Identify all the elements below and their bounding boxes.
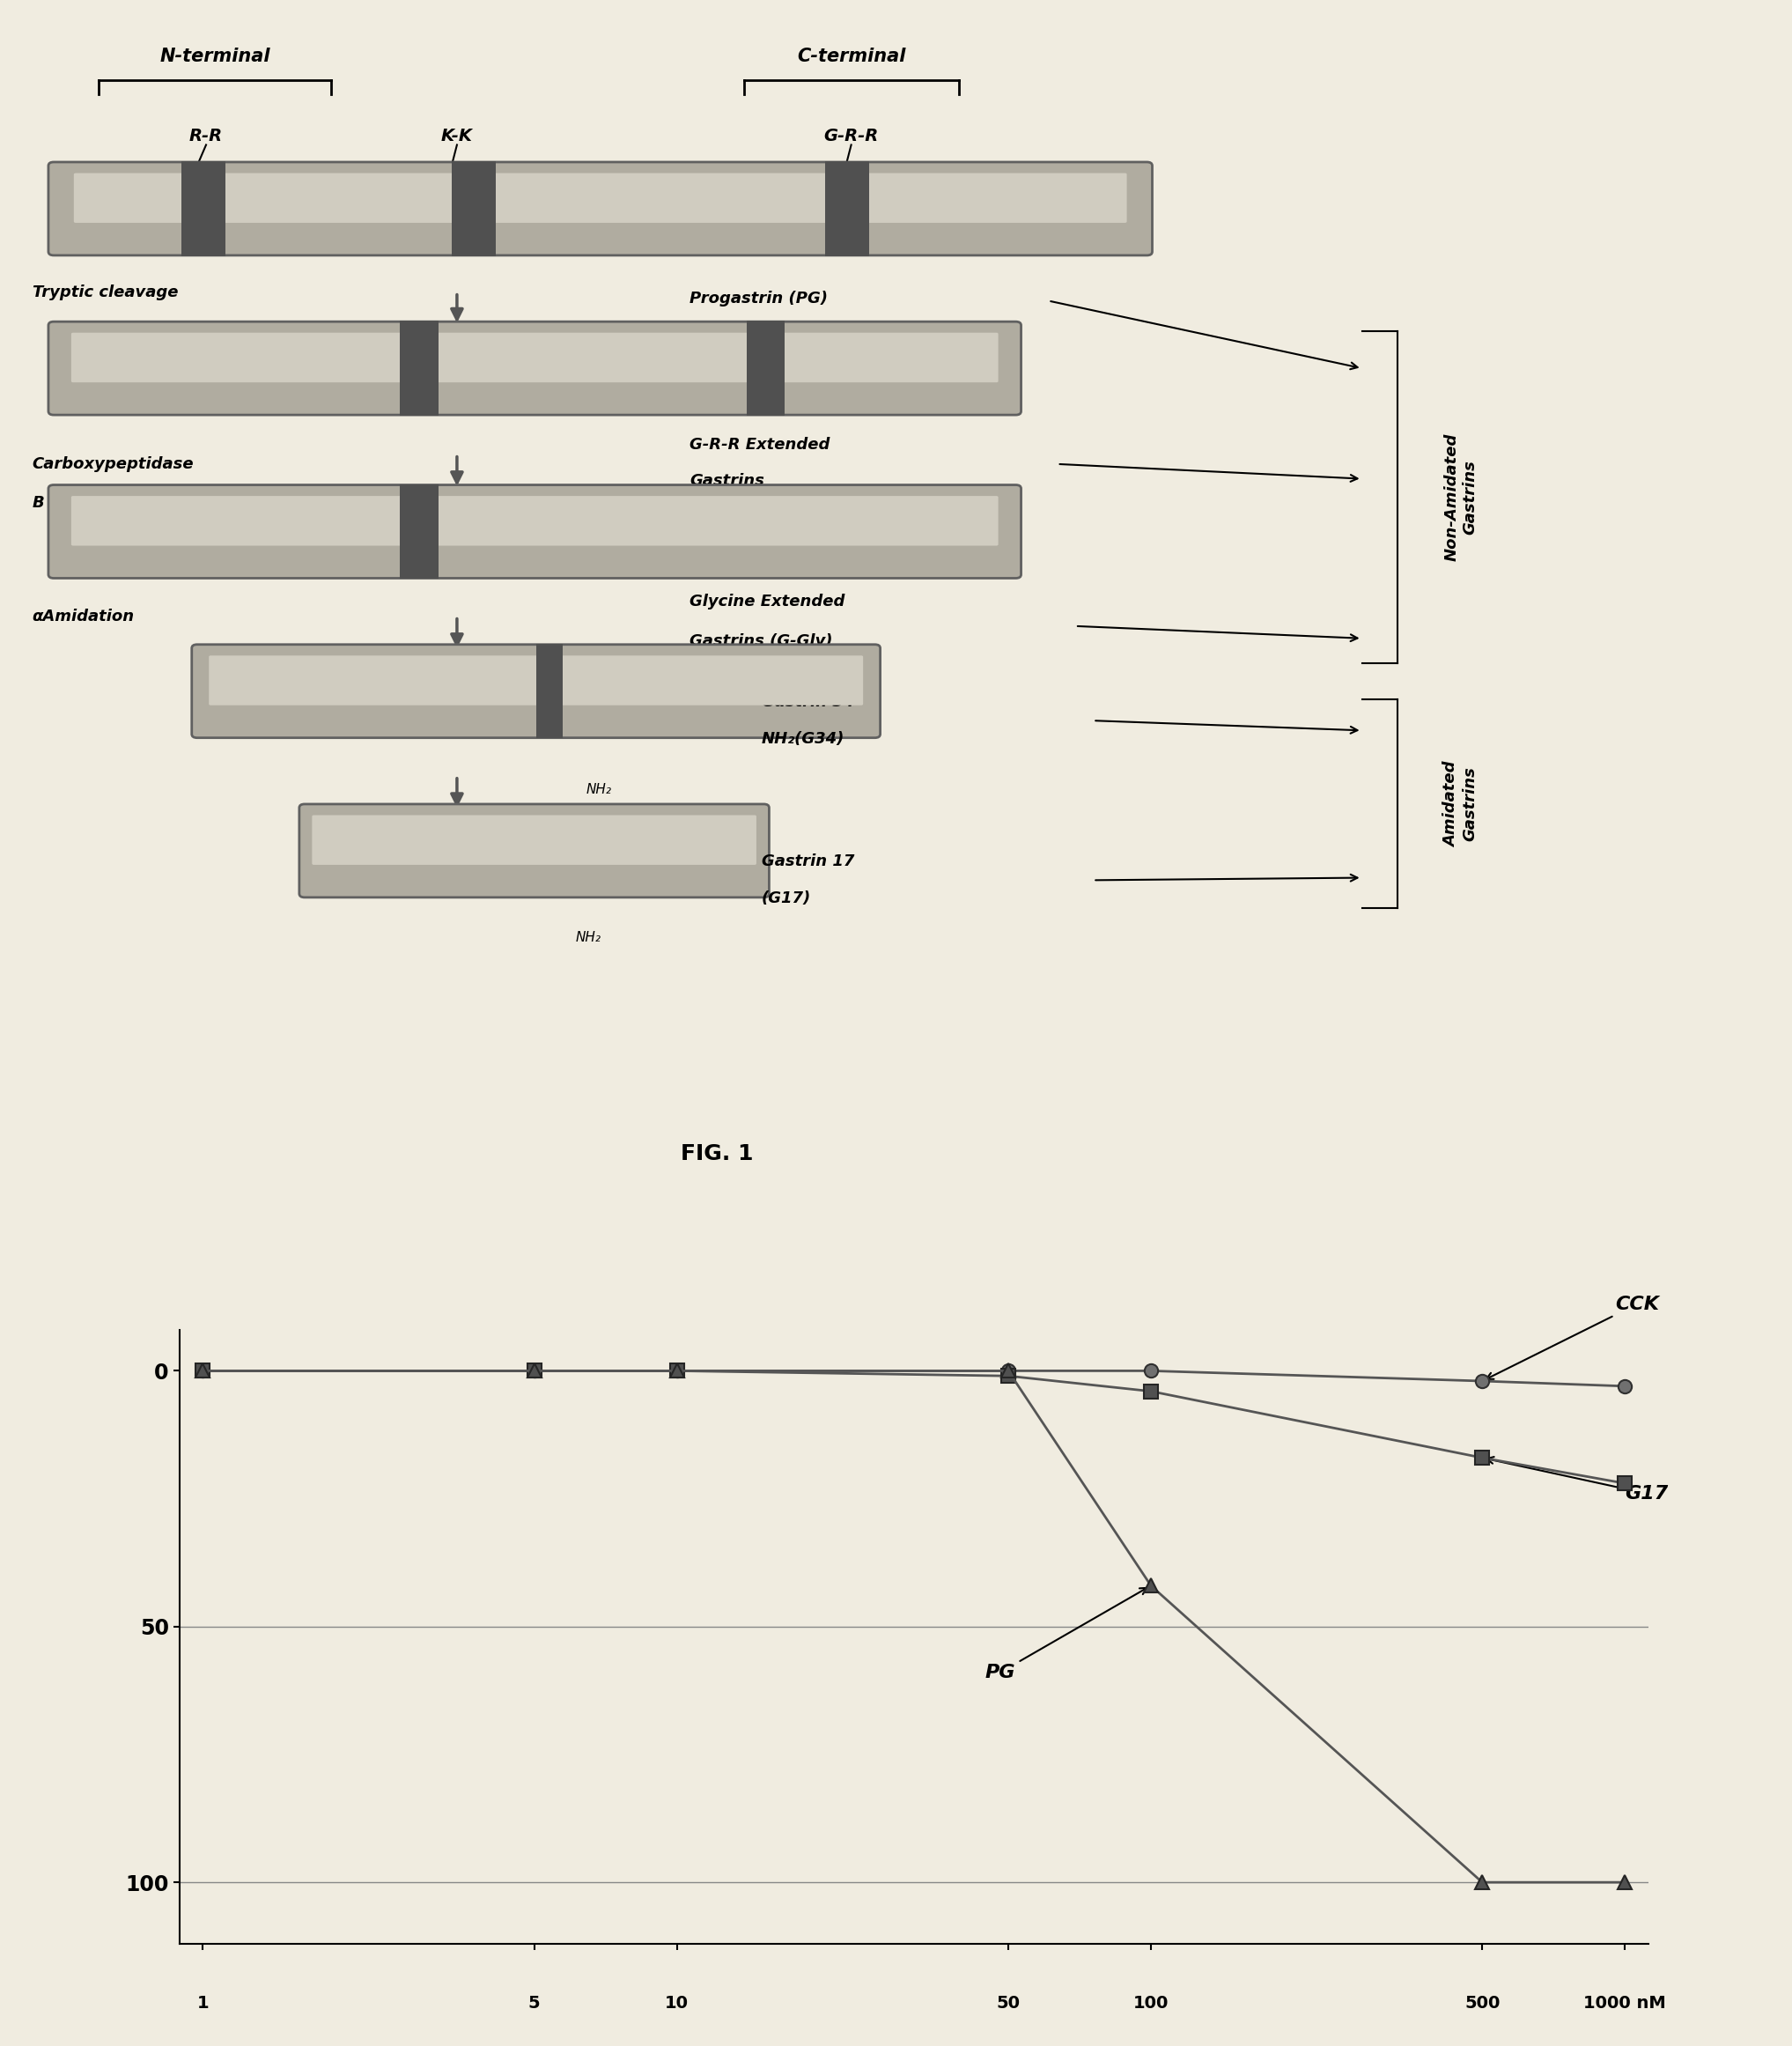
Text: Glycine Extended: Glycine Extended	[690, 593, 846, 610]
Text: NH₂(G34): NH₂(G34)	[762, 730, 844, 747]
Bar	[745, 321, 785, 415]
FancyBboxPatch shape	[299, 804, 769, 898]
Text: G-R-R Extended: G-R-R Extended	[690, 436, 830, 452]
Bar	[452, 162, 495, 256]
Text: C-terminal: C-terminal	[797, 47, 905, 65]
Text: R-R: R-R	[190, 129, 222, 145]
FancyBboxPatch shape	[48, 485, 1021, 579]
Text: FIG. 1: FIG. 1	[681, 1144, 753, 1164]
Text: 100: 100	[1133, 1995, 1168, 2011]
Text: Carboxypeptidase: Carboxypeptidase	[32, 456, 194, 473]
FancyBboxPatch shape	[48, 321, 1021, 415]
Text: NH₂: NH₂	[575, 931, 600, 943]
Text: Tryptic cleavage: Tryptic cleavage	[32, 284, 177, 301]
Text: Amidated
Gastrins: Amidated Gastrins	[1443, 761, 1478, 847]
Text: CCK: CCK	[1486, 1295, 1659, 1379]
Bar	[536, 644, 563, 739]
Text: 50: 50	[996, 1995, 1020, 2011]
FancyBboxPatch shape	[72, 333, 998, 383]
Text: 500: 500	[1464, 1995, 1500, 2011]
Text: 10: 10	[665, 1995, 688, 2011]
Text: NH₂: NH₂	[586, 784, 611, 796]
Text: 1: 1	[197, 1995, 210, 2011]
FancyBboxPatch shape	[192, 644, 880, 739]
Text: Progastrin (PG): Progastrin (PG)	[690, 291, 828, 307]
Bar	[400, 321, 439, 415]
Text: 1000 nM: 1000 nM	[1584, 1995, 1667, 2011]
Text: Gastrin 34: Gastrin 34	[762, 694, 855, 710]
FancyBboxPatch shape	[48, 162, 1152, 256]
Text: K-K: K-K	[441, 129, 473, 145]
FancyBboxPatch shape	[312, 814, 756, 865]
Text: B: B	[32, 495, 45, 512]
Text: (G17): (G17)	[762, 890, 812, 906]
FancyBboxPatch shape	[73, 174, 1127, 223]
Text: G17: G17	[1487, 1457, 1668, 1502]
Text: Gastrins: Gastrins	[690, 473, 765, 489]
Text: αAmidation: αAmidation	[32, 608, 134, 624]
Text: G-R-R: G-R-R	[824, 129, 878, 145]
Text: Gastrin 17: Gastrin 17	[762, 853, 855, 870]
Bar	[400, 485, 439, 579]
Text: Gastrins (G-Gly): Gastrins (G-Gly)	[690, 632, 833, 649]
Text: PG: PG	[986, 1588, 1147, 1682]
Text: 5: 5	[529, 1995, 539, 2011]
Text: N-terminal: N-terminal	[159, 47, 271, 65]
FancyBboxPatch shape	[210, 655, 864, 706]
FancyBboxPatch shape	[72, 495, 998, 546]
Text: Non-Amidated
Gastrins: Non-Amidated Gastrins	[1443, 434, 1478, 561]
Bar	[181, 162, 226, 256]
Bar	[826, 162, 869, 256]
